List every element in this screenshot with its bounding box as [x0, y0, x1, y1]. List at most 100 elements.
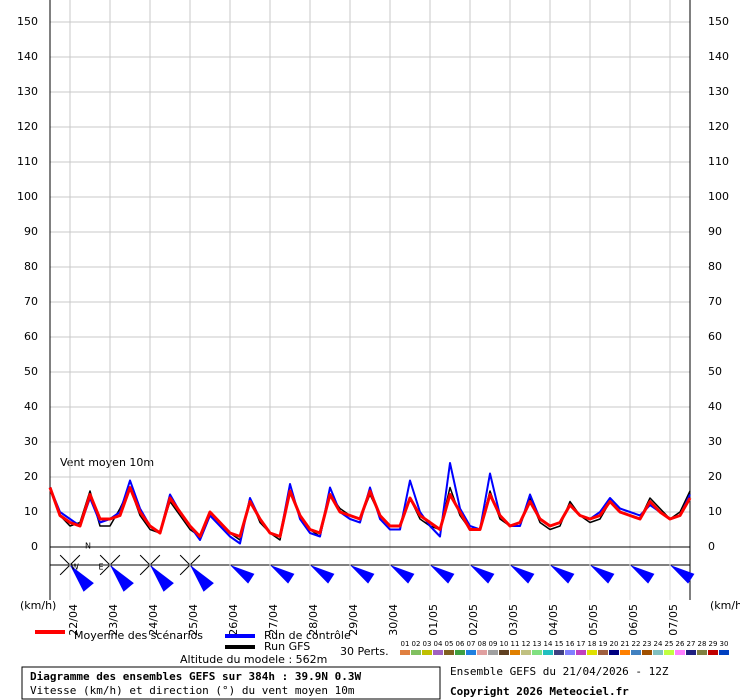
y-tick-label: 30 [24, 435, 38, 448]
copyright: Copyright 2026 Meteociel.fr [450, 685, 629, 698]
y-tick-label: 50 [708, 365, 722, 378]
x-tick-label: 07/05 [667, 604, 680, 636]
wind-wedge [670, 565, 695, 584]
pert-label: 17 [577, 640, 586, 648]
legend-label: Moyenne des scénarios [74, 629, 203, 642]
x-tick-label: 01/05 [427, 604, 440, 636]
x-tick-label: 27/04 [267, 604, 280, 636]
y-tick-label: 110 [708, 155, 729, 168]
chart-title: Diagramme des ensembles GEFS sur 384h : … [30, 670, 362, 683]
y-tick-label: 120 [17, 120, 38, 133]
pert-label: 30 [720, 640, 729, 648]
y-tick-label: 20 [24, 470, 38, 483]
wind-wedge [230, 565, 255, 584]
x-tick-label: 30/04 [387, 604, 400, 636]
pert-swatch [642, 650, 652, 655]
pert-label: 09 [489, 640, 498, 648]
pert-swatch [466, 650, 476, 655]
pert-label: 07 [467, 640, 476, 648]
pert-label: 14 [544, 640, 553, 648]
y-tick-label: 50 [24, 365, 38, 378]
pert-swatch [609, 650, 619, 655]
pert-swatch [675, 650, 685, 655]
pert-label: 24 [654, 640, 663, 648]
pert-label: 03 [423, 640, 432, 648]
x-tick-label: 03/05 [507, 604, 520, 636]
compass-label: E [98, 563, 103, 572]
x-tick-label: 02/05 [467, 604, 480, 636]
wind-directions [56, 551, 695, 592]
pert-label: 20 [610, 640, 619, 648]
y-tick-label: 150 [708, 15, 729, 28]
pert-swatch [521, 650, 531, 655]
pert-swatch [554, 650, 564, 655]
y-tick-label: 140 [708, 50, 729, 63]
wind-ray [139, 564, 151, 576]
pert-swatch [598, 650, 608, 655]
y-tick-label: 100 [17, 190, 38, 203]
wind-ray [139, 554, 151, 566]
y-tick-label: 150 [17, 15, 38, 28]
y-tick-label: 80 [24, 260, 38, 273]
y-tick-label: 70 [24, 295, 38, 308]
wind-wedge [430, 565, 455, 584]
pert-swatch [664, 650, 674, 655]
x-tick-label: 25/04 [187, 604, 200, 636]
y-tick-label: 120 [708, 120, 729, 133]
pert-label: 25 [665, 640, 674, 648]
series-line [48, 486, 692, 538]
pert-label: 06 [456, 640, 465, 648]
pert-label: 01 [401, 640, 410, 648]
pert-swatch [576, 650, 586, 655]
x-tick-label: 29/04 [347, 604, 360, 636]
pert-swatch [631, 650, 641, 655]
pert-label: 18 [588, 640, 597, 648]
run-info: Ensemble GEFS du 21/04/2026 - 12Z [450, 665, 669, 678]
pert-label: 15 [555, 640, 564, 648]
y-tick-label: 10 [24, 505, 38, 518]
y-tick-label: 30 [708, 435, 722, 448]
wind-wedge [110, 565, 134, 592]
pert-label: 13 [533, 640, 542, 648]
wind-wedge [150, 565, 174, 592]
pert-swatch [444, 650, 454, 655]
wind-wedge [630, 565, 655, 584]
y-unit: (km/h) [710, 599, 740, 612]
x-tick-label: 26/04 [227, 604, 240, 636]
y-tick-label: 90 [24, 225, 38, 238]
wind-ray [59, 554, 71, 566]
wind-wedge [270, 565, 295, 584]
y-tick-label: 60 [24, 330, 38, 343]
pert-swatch [400, 650, 410, 655]
wind-wedge [70, 565, 94, 592]
y-tick-label: 130 [708, 85, 729, 98]
y-tick-label: 0 [708, 540, 715, 553]
pert-swatch [708, 650, 718, 655]
y-tick-label: 40 [24, 400, 38, 413]
pert-swatch [719, 650, 729, 655]
wind-wedge [350, 565, 375, 584]
y-tick-label: 130 [17, 85, 38, 98]
perts-label: 30 Perts. [340, 645, 389, 658]
legend-label: Run GFS [264, 640, 310, 653]
pert-swatch [697, 650, 707, 655]
wind-wedge [550, 565, 575, 584]
pert-swatch [620, 650, 630, 655]
pert-label: 21 [621, 640, 630, 648]
wind-wedge [190, 565, 214, 592]
pert-label: 11 [511, 640, 520, 648]
compass-label: W [71, 563, 79, 572]
y-tick-label: 80 [708, 260, 722, 273]
y-tick-label: 100 [708, 190, 729, 203]
pert-label: 19 [599, 640, 608, 648]
y-tick-label: 60 [708, 330, 722, 343]
pert-swatch [433, 650, 443, 655]
wind-ray [149, 554, 161, 566]
wind-ray [59, 564, 71, 576]
title-box [21, 666, 441, 700]
wind-wedge [590, 565, 615, 584]
x-tick-label: 24/04 [147, 604, 160, 636]
pert-label: 28 [698, 640, 707, 648]
pert-swatch [488, 650, 498, 655]
